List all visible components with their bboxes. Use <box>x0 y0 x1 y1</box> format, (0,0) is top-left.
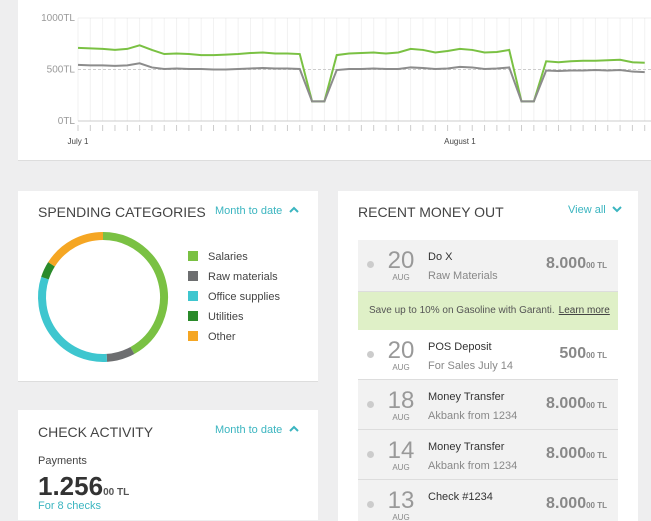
checks-link[interactable]: For 8 checks <box>38 500 101 512</box>
transaction-row[interactable]: 20 AUG Do X Raw Materials 8.00000 TL <box>358 240 618 292</box>
legend-swatch <box>188 271 198 281</box>
x-tick-label: August 1 <box>444 137 476 146</box>
subtitle: Raw Materials <box>428 270 498 282</box>
transaction-row[interactable]: 20 AUG POS Deposit For Sales July 14 50000 T… <box>358 330 618 380</box>
subtitle: Akbank from 1234 <box>428 460 518 472</box>
transaction-row[interactable]: 18 AUG Money Transfer Akbank from 1234 8.000… <box>358 380 618 430</box>
card-title: RECENT MONEY OUT <box>358 204 504 220</box>
title: Money Transfer <box>428 441 505 453</box>
legend-label: Other <box>208 331 236 343</box>
caret <box>289 206 300 213</box>
donut-segment <box>41 262 55 280</box>
caret <box>612 206 622 213</box>
amount: 8.00000 TL <box>546 395 607 413</box>
view-all[interactable]: View all <box>568 204 622 216</box>
bullet <box>367 261 374 268</box>
view-all-label[interactable]: View all <box>568 204 606 216</box>
promo-link[interactable]: Learn more <box>558 305 610 316</box>
amount: 1.256 <box>38 471 104 501</box>
transaction-row[interactable]: 13 AUG Check #1234 8.00000 TL <box>358 480 618 521</box>
amount-suffix: 00 TL <box>586 501 607 510</box>
day: 20 <box>387 247 415 274</box>
day: 20 <box>387 337 415 364</box>
money-out-card: RECENT MONEY OUT View all 20 AUG Do X Raw M… <box>338 191 638 521</box>
card-title: CHECK ACTIVITY <box>38 424 154 440</box>
amount-suffix: 00 TL <box>586 351 607 360</box>
bullet <box>367 401 374 408</box>
amount: 50000 TL <box>559 345 607 363</box>
period-select[interactable]: Month to date <box>215 424 300 436</box>
subtitle: For Sales July 14 <box>428 360 513 372</box>
donut-segment <box>48 232 104 267</box>
month: AUG <box>392 463 410 472</box>
legend-label: Office supplies <box>208 291 280 303</box>
series-line <box>77 44 645 103</box>
legend-label: Salaries <box>208 251 248 263</box>
check-card: CHECK ACTIVITY Month to date Payments 1.… <box>18 410 318 520</box>
trend-card: July 1 August 1 0TL 500TL 1000TL <box>18 0 651 161</box>
amount-main: 8.000 <box>546 445 587 462</box>
y-tick-label: 500TL <box>47 65 76 76</box>
title: POS Deposit <box>428 341 492 353</box>
promo-banner: Save up to 10% on Gasoline with Garanti.… <box>358 292 618 330</box>
dashboard: July 1 August 1 0TL 500TL 1000TL SPENDING CA… <box>18 0 651 521</box>
legend-swatch <box>188 291 198 301</box>
title: Money Transfer <box>428 391 505 403</box>
y-tick-label: 0TL <box>58 116 76 127</box>
amount-main: 8.000 <box>546 495 587 512</box>
bullet <box>367 501 374 508</box>
amount: 8.00000 TL <box>546 495 607 513</box>
day: 14 <box>387 437 415 464</box>
period-label[interactable]: Month to date <box>215 205 283 217</box>
legend-label: Raw materials <box>208 271 278 283</box>
amount: 8.00000 TL <box>546 445 607 463</box>
spending-card: SPENDING CATEGORIES Month to date Salari… <box>18 191 318 382</box>
month: AUG <box>392 273 410 282</box>
amount-suffix: 00 TL <box>586 261 607 270</box>
period-label[interactable]: Month to date <box>215 424 283 436</box>
caret <box>289 425 300 432</box>
title: Check #1234 <box>428 491 493 503</box>
month: AUG <box>392 513 410 521</box>
month: AUG <box>392 413 410 422</box>
legend-label: Utilities <box>208 311 244 323</box>
x-tick-label: July 1 <box>68 137 89 146</box>
donut-chart: Salaries Raw materials Office supplies Util… <box>38 232 280 362</box>
legend-swatch <box>188 311 198 321</box>
amount-suffix: 00 TL <box>586 451 607 460</box>
legend-swatch <box>188 251 198 261</box>
period-select[interactable]: Month to date <box>215 205 300 217</box>
amount-main: 8.000 <box>546 395 587 412</box>
donut-segment <box>102 232 168 354</box>
month: AUG <box>392 363 410 372</box>
trend-chart: July 1 August 1 0TL 500TL 1000TL <box>41 13 651 146</box>
card-title: SPENDING CATEGORIES <box>38 204 206 220</box>
amount: 8.00000 TL <box>546 255 607 273</box>
title: Do X <box>428 251 453 263</box>
bullet <box>367 451 374 458</box>
subtitle: Akbank from 1234 <box>428 410 518 422</box>
day: 13 <box>387 487 415 514</box>
amount-main: 8.000 <box>546 255 587 272</box>
amount-main: 500 <box>559 345 587 362</box>
donut-segment <box>38 276 108 362</box>
y-tick-label: 1000TL <box>41 13 75 24</box>
amount-suffix: 00 TL <box>586 401 607 410</box>
transaction-list: 20 AUG Do X Raw Materials 8.00000 TL Save up … <box>358 240 618 521</box>
payments-label: Payments <box>38 455 87 467</box>
promo-text: Save up to 10% on Gasoline with Garanti. <box>369 305 555 316</box>
donut-segment <box>106 346 135 362</box>
series-line <box>77 62 645 103</box>
bullet <box>367 351 374 358</box>
day: 18 <box>387 387 415 414</box>
payments-amount: 1.25600 TL <box>38 471 129 502</box>
transaction-row[interactable]: 14 AUG Money Transfer Akbank from 1234 8.000… <box>358 430 618 480</box>
legend-swatch <box>188 331 198 341</box>
amount-suffix: 00 TL <box>103 487 130 498</box>
